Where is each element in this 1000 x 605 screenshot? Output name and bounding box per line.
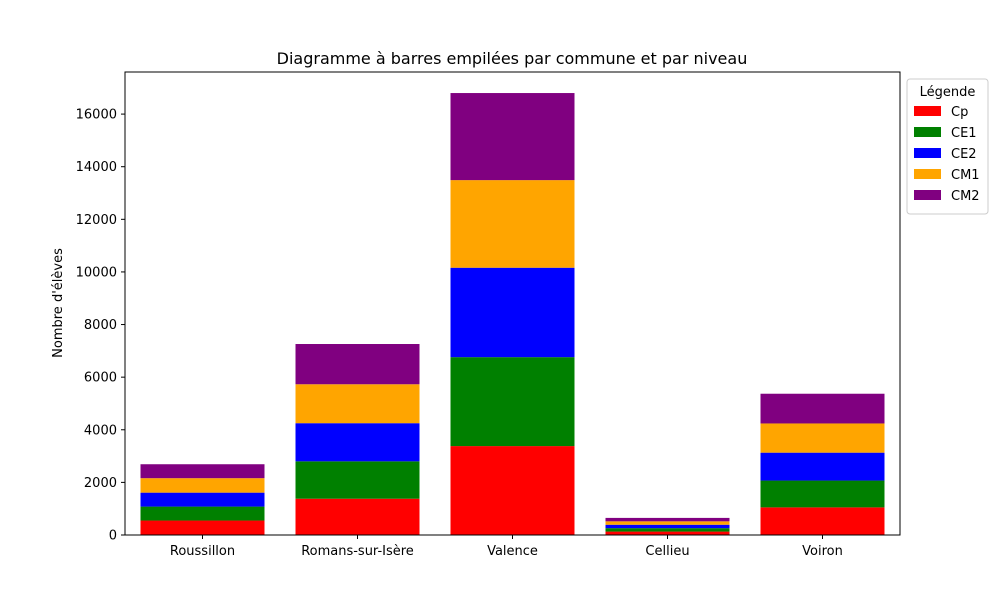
bar-ce1-0 <box>140 506 265 521</box>
bar-cm1-0 <box>140 478 265 493</box>
legend-swatch-ce1 <box>914 127 941 137</box>
bar-cm2-2 <box>450 93 575 181</box>
bar-ce1-4 <box>760 480 885 508</box>
bar-cm1-1 <box>295 384 420 424</box>
y-tick-label: 12000 <box>76 213 117 228</box>
legend-label-cp: Cp <box>951 105 968 120</box>
x-tick-label: Roussillon <box>170 544 235 559</box>
y-tick-label: 4000 <box>84 423 117 438</box>
y-tick-label: 8000 <box>84 318 117 333</box>
x-tick-label: Voiron <box>802 544 843 559</box>
bar-cp-3 <box>605 531 730 535</box>
y-axis-label: Nombre d'élèves <box>51 248 66 358</box>
legend-label-cm2: CM2 <box>951 189 980 204</box>
bar-cp-0 <box>140 520 265 535</box>
bar-cp-1 <box>295 498 420 535</box>
x-tick-label: Romans-sur-Isère <box>301 544 414 559</box>
bar-cp-4 <box>760 507 885 535</box>
bar-ce2-0 <box>140 492 265 507</box>
bar-ce2-3 <box>605 524 730 529</box>
legend-swatch-ce2 <box>914 148 941 158</box>
legend-label-ce2: CE2 <box>951 147 977 162</box>
legend-title: Légende <box>920 85 976 100</box>
y-tick-label: 16000 <box>76 108 117 123</box>
bar-ce2-2 <box>450 267 575 358</box>
bar-cm2-4 <box>760 393 885 424</box>
y-tick-label: 14000 <box>76 160 117 175</box>
legend-label-ce1: CE1 <box>951 126 977 141</box>
legend: Légende Cp CE1 CE2 CM1 CM2 <box>906 78 989 215</box>
y-tick-label: 10000 <box>76 265 117 280</box>
chart-title: Diagramme à barres empilées par commune … <box>277 49 748 68</box>
legend-swatch-cp <box>914 106 941 116</box>
legend-label-cm1: CM1 <box>951 168 980 183</box>
x-tick-label: Valence <box>487 544 538 559</box>
y-tick-label: 2000 <box>84 476 117 491</box>
bar-cp-2 <box>450 446 575 535</box>
bar-ce2-1 <box>295 423 420 462</box>
bar-ce1-2 <box>450 357 575 447</box>
legend-swatch-cm2 <box>914 190 941 200</box>
legend-swatch-cm1 <box>914 169 941 179</box>
bar-cm1-2 <box>450 180 575 268</box>
bar-ce1-1 <box>295 461 420 499</box>
x-tick-label: Cellieu <box>645 544 689 559</box>
bar-cm2-1 <box>295 344 420 385</box>
bar-cm2-3 <box>605 517 730 522</box>
y-tick-label: 0 <box>109 529 117 544</box>
bar-ce2-4 <box>760 452 885 481</box>
axes-layer: 0 2000 4000 6000 8000 10000 12000 14000 16000 Rou… <box>76 71 901 559</box>
bar-cm2-0 <box>140 464 265 479</box>
bar-ce1-3 <box>605 528 730 532</box>
bar-cm1-3 <box>605 521 730 525</box>
y-tick-label: 6000 <box>84 371 117 386</box>
bar-cm1-4 <box>760 423 885 453</box>
bars-layer <box>140 93 885 535</box>
